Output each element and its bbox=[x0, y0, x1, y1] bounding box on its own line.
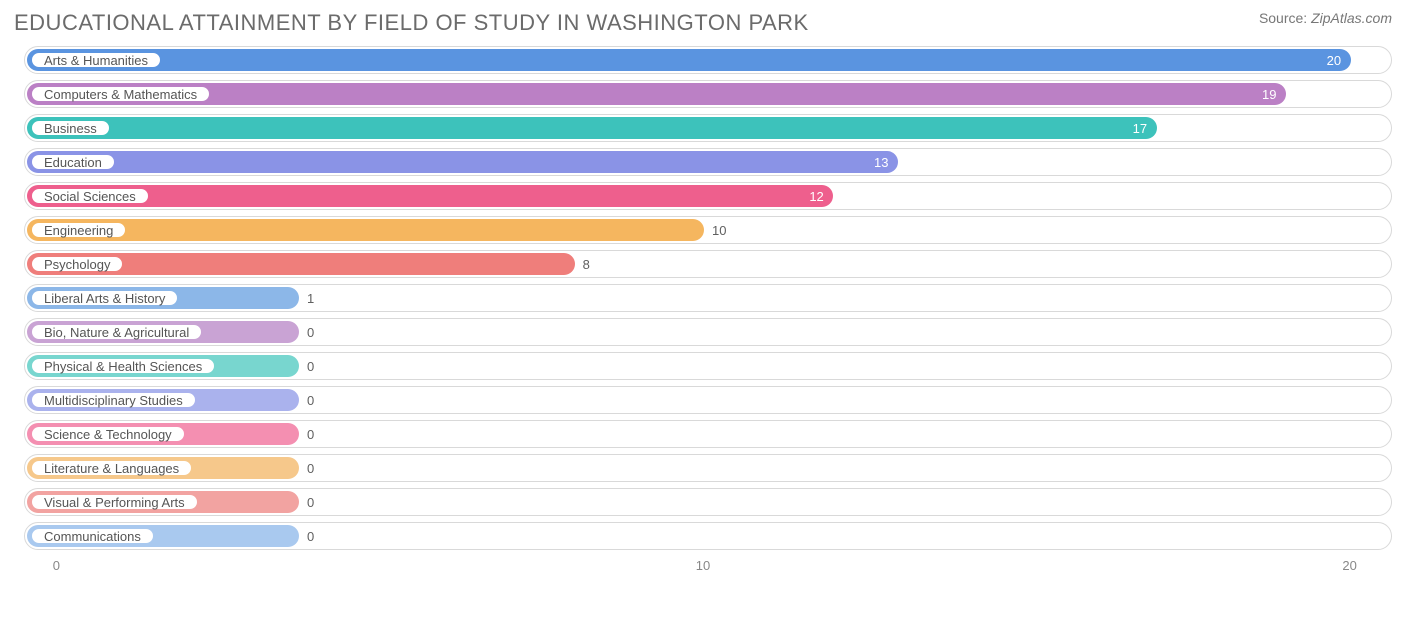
bar-label-pill: Visual & Performing Arts bbox=[30, 493, 199, 511]
bar-label-pill: Computers & Mathematics bbox=[30, 85, 211, 103]
bar-value: 0 bbox=[307, 523, 314, 549]
bar-row: Visual & Performing Arts 0 bbox=[24, 488, 1392, 516]
bar-label-pill: Arts & Humanities bbox=[30, 51, 162, 69]
bar-row: Literature & Languages 0 bbox=[24, 454, 1392, 482]
bar-label-pill: Education bbox=[30, 153, 116, 171]
x-axis: 0 10 20 bbox=[24, 556, 1392, 576]
bar-value: 19 bbox=[1262, 81, 1276, 107]
bar-value: 0 bbox=[307, 421, 314, 447]
bar-row: Bio, Nature & Agricultural 0 bbox=[24, 318, 1392, 346]
bar-label-pill: Business bbox=[30, 119, 111, 137]
bar-label-pill: Social Sciences bbox=[30, 187, 150, 205]
bar-row: Multidisciplinary Studies 0 bbox=[24, 386, 1392, 414]
bar-fill bbox=[27, 83, 1286, 105]
bar-fill bbox=[27, 117, 1157, 139]
source-value: ZipAtlas.com bbox=[1311, 10, 1392, 26]
bar-value: 20 bbox=[1327, 47, 1341, 73]
bar-value: 17 bbox=[1133, 115, 1147, 141]
bar-value: 12 bbox=[809, 183, 823, 209]
source-label: Source: bbox=[1259, 10, 1307, 26]
chart-area: Arts & Humanities 20 Computers & Mathemati… bbox=[14, 46, 1392, 576]
bar-value: 0 bbox=[307, 387, 314, 413]
bar-row: Liberal Arts & History 1 bbox=[24, 284, 1392, 312]
bar-row: Science & Technology 0 bbox=[24, 420, 1392, 448]
bar-label-pill: Multidisciplinary Studies bbox=[30, 391, 197, 409]
bar-row: Arts & Humanities 20 bbox=[24, 46, 1392, 74]
x-axis-tick: 0 bbox=[53, 558, 60, 573]
bar-label-pill: Physical & Health Sciences bbox=[30, 357, 216, 375]
bar-value: 1 bbox=[307, 285, 314, 311]
bar-label-pill: Science & Technology bbox=[30, 425, 186, 443]
x-axis-tick: 10 bbox=[696, 558, 710, 573]
bar-value: 0 bbox=[307, 353, 314, 379]
bar-label-pill: Psychology bbox=[30, 255, 124, 273]
bar-chart: Arts & Humanities 20 Computers & Mathemati… bbox=[24, 46, 1392, 550]
bar-fill bbox=[27, 49, 1351, 71]
chart-source: Source: ZipAtlas.com bbox=[1259, 10, 1392, 26]
bar-label-pill: Literature & Languages bbox=[30, 459, 193, 477]
bar-row: Computers & Mathematics 19 bbox=[24, 80, 1392, 108]
bar-row: Communications 0 bbox=[24, 522, 1392, 550]
bar-row: Business 17 bbox=[24, 114, 1392, 142]
x-axis-tick: 20 bbox=[1342, 558, 1356, 573]
bar-row: Physical & Health Sciences 0 bbox=[24, 352, 1392, 380]
bar-value: 13 bbox=[874, 149, 888, 175]
bar-label-pill: Bio, Nature & Agricultural bbox=[30, 323, 203, 341]
bar-fill bbox=[27, 219, 704, 241]
bar-value: 0 bbox=[307, 319, 314, 345]
bar-value: 0 bbox=[307, 489, 314, 515]
bar-value: 0 bbox=[307, 455, 314, 481]
bar-label-pill: Engineering bbox=[30, 221, 127, 239]
bar-value: 8 bbox=[583, 251, 590, 277]
bar-label-pill: Liberal Arts & History bbox=[30, 289, 179, 307]
chart-header: EDUCATIONAL ATTAINMENT BY FIELD OF STUDY… bbox=[14, 10, 1392, 36]
bar-row: Engineering 10 bbox=[24, 216, 1392, 244]
chart-title: EDUCATIONAL ATTAINMENT BY FIELD OF STUDY… bbox=[14, 10, 809, 36]
bar-label-pill: Communications bbox=[30, 527, 155, 545]
bar-value: 10 bbox=[712, 217, 726, 243]
bar-row: Social Sciences 12 bbox=[24, 182, 1392, 210]
bar-row: Education 13 bbox=[24, 148, 1392, 176]
bar-fill bbox=[27, 151, 898, 173]
bar-row: Psychology 8 bbox=[24, 250, 1392, 278]
